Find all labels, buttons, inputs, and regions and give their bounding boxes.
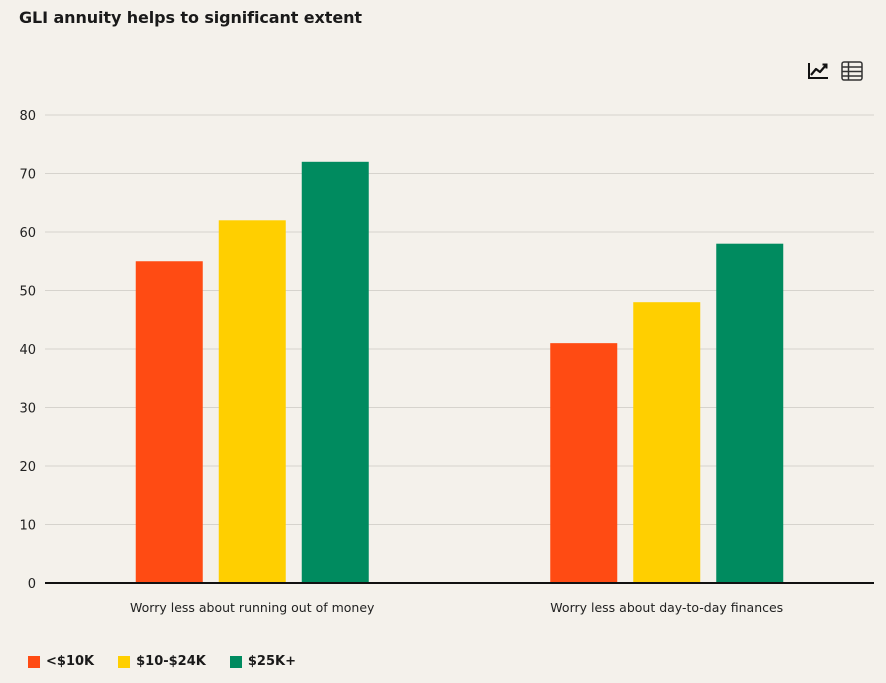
legend-item[interactable]: $10-$24K (118, 654, 206, 669)
line-chart-icon[interactable] (806, 60, 830, 82)
legend-swatch (118, 655, 131, 668)
y-tick-label: 40 (19, 343, 36, 358)
y-tick-label: 0 (28, 577, 36, 592)
bar (301, 161, 369, 584)
bar (633, 302, 701, 583)
legend-swatch (229, 655, 242, 668)
bar (550, 343, 618, 583)
bar (716, 243, 784, 583)
y-tick-label: 30 (19, 402, 36, 417)
y-tick-label: 60 (19, 226, 36, 241)
y-tick-label: 10 (19, 519, 36, 534)
chart-title: GLI annuity helps to significant extent (19, 8, 362, 27)
bar (135, 261, 203, 583)
chart-legend: <$10K $10-$24K $25K+ (28, 654, 296, 669)
legend-item[interactable]: <$10K (28, 654, 94, 669)
bar (218, 220, 286, 584)
x-tick-label: Worry less about day-to-day finances (550, 600, 783, 615)
y-tick-label: 50 (19, 285, 36, 300)
y-tick-label: 80 (19, 109, 36, 124)
y-tick-label: 70 (19, 168, 36, 183)
x-tick-label: Worry less about running out of money (130, 600, 375, 615)
legend-label: <$10K (46, 654, 95, 669)
legend-item[interactable]: $25K+ (229, 654, 296, 669)
legend-swatch (28, 655, 40, 668)
chart-toolbar (806, 60, 864, 82)
legend-label: $10-$24K (136, 654, 206, 669)
bar-chart: 0 10 20 30 40 50 60 70 80 Worry less about runnin… (19, 109, 874, 615)
y-tick-label: 20 (19, 460, 36, 475)
table-grid-icon[interactable] (840, 60, 864, 82)
legend-label: $25K+ (247, 654, 296, 669)
